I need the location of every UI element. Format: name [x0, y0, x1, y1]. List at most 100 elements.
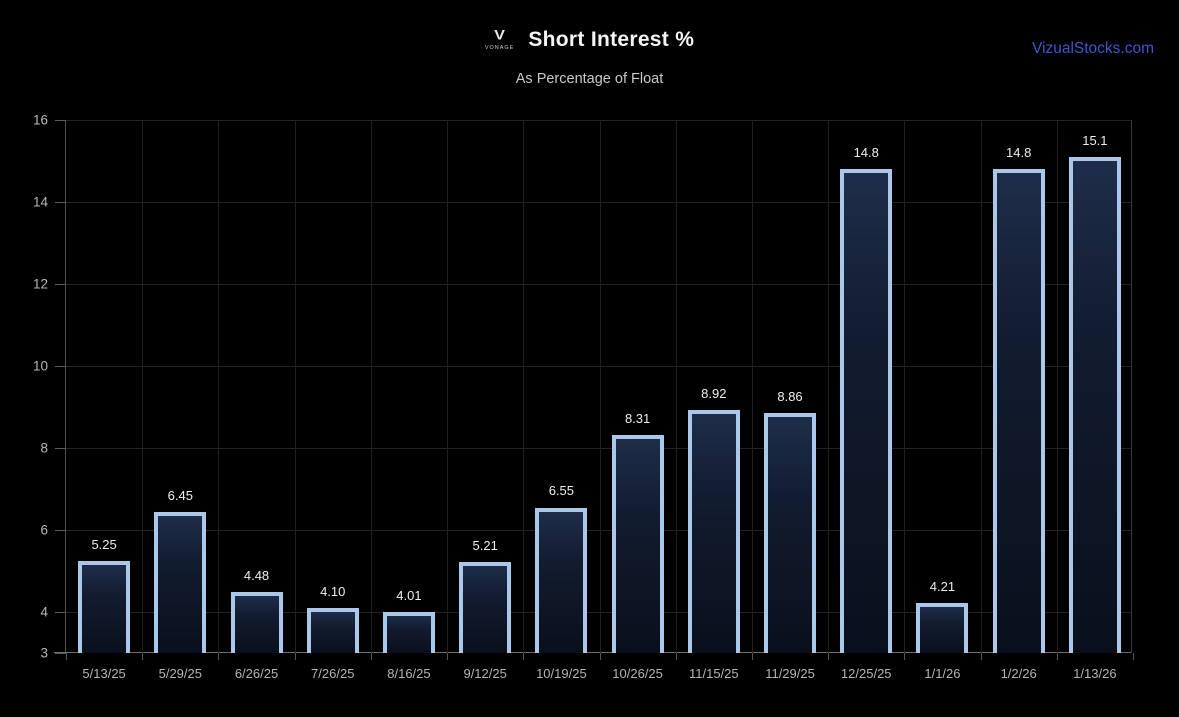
x-tick-mark: [66, 653, 67, 660]
x-tick-mark: [675, 653, 677, 660]
v-gridline: [828, 120, 830, 653]
v-gridline: [142, 120, 144, 653]
bar-value-label: 14.8: [1006, 145, 1032, 161]
bar[interactable]: [611, 435, 664, 653]
v-gridline: [523, 120, 525, 653]
bar[interactable]: [535, 507, 588, 653]
y-tick-label-6: 6: [40, 522, 48, 538]
bar-column-9/12/25: 5.21 9/12/25: [447, 120, 523, 681]
h-gridline-14: [66, 202, 1131, 203]
v-gridline: [218, 120, 220, 653]
y-tick-mark: [55, 284, 66, 285]
y-tick-mark: [55, 366, 66, 367]
bar-column-12/25/25: 14.8 12/25/25: [828, 120, 904, 681]
x-tick-label: 6/26/25: [234, 666, 279, 681]
bar[interactable]: [916, 603, 969, 653]
bar-column-5/29/25: 6.45 5/29/25: [142, 120, 218, 681]
chart-title: Short Interest %: [528, 28, 695, 51]
x-axis-line: [54, 652, 1131, 653]
y-tick-mark: [55, 653, 66, 654]
bar-column-11/15/25: 8.92 11/15/25: [676, 120, 752, 681]
y-tick-label-14: 14: [32, 194, 48, 210]
chart-subtitle: As Percentage of Float: [515, 71, 664, 87]
v-gridline: [370, 120, 372, 653]
x-tick-mark: [904, 653, 906, 660]
x-tick-label: 10/26/25: [612, 666, 663, 681]
bar[interactable]: [459, 562, 512, 653]
h-gridline-12: [66, 284, 1131, 285]
bar-value-label: 15.1: [1082, 132, 1108, 148]
h-gridline-4: [66, 612, 1131, 613]
bar-value-label: 8.92: [701, 386, 727, 402]
x-tick-mark: [1056, 653, 1058, 660]
bar-column-1/2/26: 14.8 1/2/26: [981, 120, 1057, 681]
plot-area: 5.25 5/13/25 6.45 5/29/25 4.48 6/26/25 4.10 7/2…: [54, 120, 1134, 681]
y-tick-mark: [55, 612, 66, 613]
bar[interactable]: [687, 410, 740, 653]
x-tick-label: 1/2/26: [1000, 666, 1037, 681]
bar[interactable]: [154, 511, 207, 653]
h-gridline-8: [66, 448, 1131, 449]
v-gridline: [751, 120, 753, 653]
vizualstocks-link[interactable]: VizualStocks.com: [1031, 40, 1154, 57]
bar-value-label: 4.48: [243, 568, 270, 584]
x-tick-mark: [1133, 653, 1134, 660]
y-tick-label-16: 16: [32, 112, 48, 128]
bar-value-label: 6.55: [548, 483, 575, 499]
x-tick-mark: [218, 653, 220, 660]
x-tick-label: 10/19/25: [536, 666, 587, 681]
x-tick-label: 8/16/25: [387, 666, 431, 681]
v-gridline: [980, 120, 982, 653]
y-tick-mark: [55, 120, 66, 121]
h-gridline-6: [66, 530, 1131, 531]
x-tick-mark: [599, 653, 601, 660]
bar-column-10/19/25: 6.55 10/19/25: [523, 120, 599, 681]
bar-value-label: 8.86: [777, 388, 803, 404]
bar-column-1/1/26: 4.21 1/1/26: [904, 120, 980, 681]
bar[interactable]: [306, 607, 359, 653]
bar-column-5/13/25: 5.25 5/13/25: [66, 120, 142, 681]
bar-value-label: 5.25: [91, 536, 117, 552]
chart-header: V VONAGE Short Interest %: [0, 28, 1179, 52]
x-tick-label: 11/15/25: [688, 666, 739, 681]
bar-column-7/26/25: 4.10 7/26/25: [295, 120, 371, 681]
h-gridline-16: [66, 120, 1131, 121]
bar-value-label: 5.21: [472, 538, 498, 554]
bar[interactable]: [1068, 156, 1121, 653]
y-tick-mark: [55, 202, 66, 203]
v-gridline: [675, 120, 677, 653]
bar-value-label: 4.21: [929, 579, 956, 595]
y-tick-label-3: 3: [40, 645, 48, 661]
y-tick-label-10: 10: [32, 358, 48, 374]
x-tick-label: 11/29/25: [765, 666, 815, 681]
v-gridline: [294, 120, 296, 653]
v-gridline: [904, 120, 906, 653]
x-tick-mark: [142, 653, 144, 660]
x-tick-mark: [828, 653, 830, 660]
x-tick-label: 7/26/25: [311, 666, 355, 681]
y-tick-mark: [55, 448, 66, 449]
bar[interactable]: [764, 412, 817, 653]
x-tick-mark: [370, 653, 372, 660]
bar-value-label: 4.01: [396, 587, 422, 603]
vonage-logo: V VONAGE: [485, 28, 515, 52]
bar-value-label: 8.31: [624, 411, 651, 427]
bar-value-label: 14.8: [853, 145, 879, 161]
bar-column-11/29/25: 8.86 11/29/25: [752, 120, 828, 681]
x-tick-mark: [294, 653, 296, 660]
vonage-logo-wordmark: VONAGE: [484, 45, 515, 52]
bar-value-label: 4.10: [320, 583, 346, 599]
bar[interactable]: [992, 169, 1045, 653]
bar[interactable]: [840, 169, 893, 653]
bar[interactable]: [382, 611, 435, 653]
bar[interactable]: [78, 560, 131, 653]
x-tick-label: 1/1/26: [924, 666, 961, 681]
x-tick-mark: [523, 653, 525, 660]
v-gridline: [1056, 120, 1058, 653]
bar-value-label: 6.45: [167, 487, 193, 503]
v-gridline: [447, 120, 449, 653]
bar[interactable]: [230, 592, 283, 653]
x-tick-mark: [751, 653, 753, 660]
x-tick-mark: [447, 653, 449, 660]
